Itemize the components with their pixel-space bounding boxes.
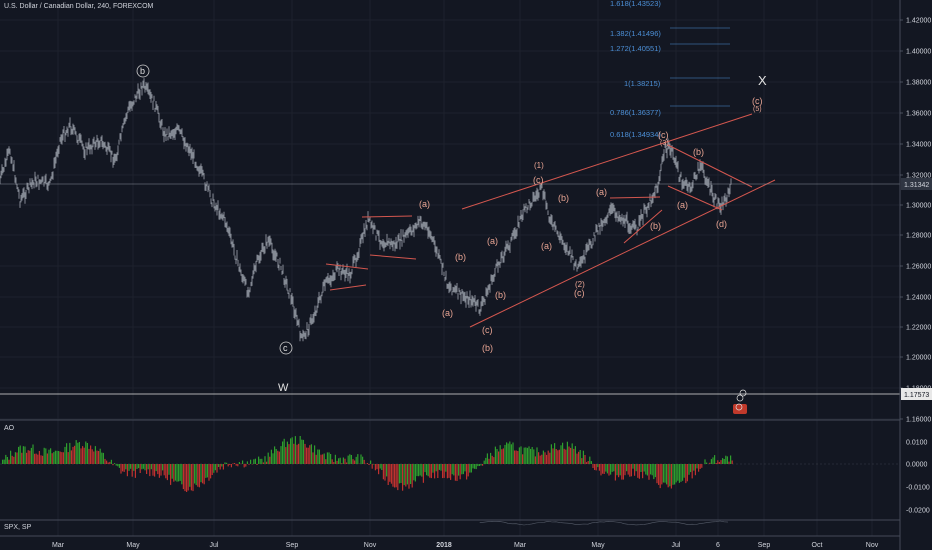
spx-indicator-label: SPX, SP [4, 524, 32, 531]
flag1-upper [325, 263, 369, 270]
time-tick-label: 6 [716, 542, 720, 549]
wave-label-c-low: (c) [482, 325, 493, 335]
ao-axis[interactable]: 0.0100 0.0000 -0.0100 -0.0200 [906, 440, 930, 515]
time-tick-label: Jul [672, 542, 681, 549]
wave-label-b4: (b) [650, 221, 661, 231]
wave-label-b-top: b [140, 66, 145, 76]
ao-indicator-label: AO [4, 425, 15, 432]
time-tick-label: Jul [210, 542, 219, 549]
upper-channel-line [461, 113, 753, 210]
price-tick-label: 1.28000 [906, 233, 931, 240]
wave-label-1: (1) [534, 161, 544, 170]
fib-level-1272: 1.272(1.40551) [610, 44, 661, 53]
price-tick-label: 1.40000 [906, 49, 931, 56]
wave-label-x: X [758, 73, 767, 88]
wave-label-d5: (d) [716, 219, 727, 229]
wave-label-a3: (a) [541, 241, 552, 251]
triangle-lower-line [667, 185, 723, 211]
price-tick-label: 1.22000 [906, 325, 931, 332]
time-tick-label: Oct [812, 542, 823, 549]
alert-icons[interactable] [733, 389, 747, 414]
grid-lines [0, 0, 900, 536]
price-axis[interactable]: 1.42000 1.40000 1.38000 1.36000 1.34000 1.320… [900, 18, 931, 424]
fib-level-0618: 0.618(1.34934) [610, 130, 661, 139]
time-tick-label: May [126, 542, 140, 549]
wave-label-c-top: (c) [658, 130, 669, 140]
flag3-upper [609, 196, 661, 199]
current-price-label: 1.31342 [904, 182, 929, 189]
fib-extension[interactable]: 1.618(1.43523) 1.382(1.41496) 1.272(1.40… [610, 0, 730, 139]
time-tick-label: Mar [514, 542, 527, 549]
level-price-badge [901, 388, 932, 400]
fib-level-1382: 1.382(1.41496) [610, 29, 661, 38]
wave-label-a5: (a) [677, 200, 688, 210]
price-tick-label: 1.32000 [906, 173, 931, 180]
wave-label-b1: (b) [455, 252, 466, 262]
wave-label-b5: (b) [693, 147, 704, 157]
wave-label-a-low: (a) [442, 308, 453, 318]
wave-label-2: (2) [575, 280, 585, 289]
ao-tick-label: -0.0100 [906, 485, 930, 492]
price-tick-label: 1.30000 [906, 203, 931, 210]
flag3-lower [623, 209, 663, 244]
wave-label-a1: (a) [419, 199, 430, 209]
time-tick-label: Mar [52, 542, 65, 549]
triangle-upper-line [667, 144, 753, 188]
time-tick-label: Sep [286, 542, 299, 549]
ao-histogram [2, 436, 733, 492]
flag2-upper [361, 215, 413, 218]
wave-label-5: (5) [753, 106, 762, 113]
price-tick-label: 1.16000 [906, 417, 931, 424]
time-tick-label: 2018 [436, 542, 452, 549]
time-tick-label: May [591, 542, 605, 549]
wave-label-c-target: (c) [752, 96, 763, 106]
trend-channel[interactable] [325, 113, 776, 328]
wave-label-b3: (b) [558, 193, 569, 203]
time-tick-label: Nov [364, 542, 377, 549]
time-axis[interactable]: Mar May Jul Sep Nov 2018 Mar May Jul 6 Sep Oct Nov [52, 542, 879, 549]
chart-title: U.S. Dollar / Canadian Dollar, 240, FORE… [4, 3, 154, 10]
wave-label-b2: (b) [495, 290, 506, 300]
spx-line [479, 520, 729, 526]
wave-label-c-one: (c) [533, 175, 544, 185]
wave-label-b-low: (b) [482, 343, 493, 353]
wave-label-a4: (a) [596, 187, 607, 197]
price-tick-label: 1.24000 [906, 295, 931, 302]
lower-channel-line [469, 179, 776, 328]
price-tick-label: 1.20000 [906, 355, 931, 362]
level-price-label: 1.17573 [904, 392, 929, 399]
fib-level-1618: 1.618(1.43523) [610, 0, 661, 8]
price-bars [0, 78, 732, 342]
time-tick-label: Sep [758, 542, 771, 549]
ao-tick-label: 0.0100 [906, 440, 928, 447]
fib-level-0786: 0.786(1.36377) [610, 108, 661, 117]
flag1-lower [329, 284, 367, 291]
wave-label-c-bottom: c [283, 343, 288, 353]
price-tick-label: 1.26000 [906, 264, 931, 271]
wave-label-w: W [278, 382, 289, 394]
time-tick-label: Nov [866, 542, 879, 549]
elliott-wave-labels: b c W X (a) (b) (a) (c) (b) (b) (a) (1) … [136, 64, 767, 394]
price-tick-label: 1.36000 [906, 111, 931, 118]
price-tick-label: 1.38000 [906, 80, 931, 87]
ao-tick-label: 0.0000 [906, 462, 928, 469]
wave-label-3: (3) [660, 140, 669, 147]
wave-label-a2: (a) [487, 236, 498, 246]
flag2-lower [369, 254, 417, 260]
price-tick-label: 1.34000 [906, 142, 931, 149]
price-tick-label: 1.42000 [906, 18, 931, 25]
fib-level-1: 1(1.38215) [624, 79, 661, 88]
wave-label-c-two: (c) [574, 288, 585, 298]
current-price-badge [901, 178, 932, 190]
ao-tick-label: -0.0200 [906, 508, 930, 515]
